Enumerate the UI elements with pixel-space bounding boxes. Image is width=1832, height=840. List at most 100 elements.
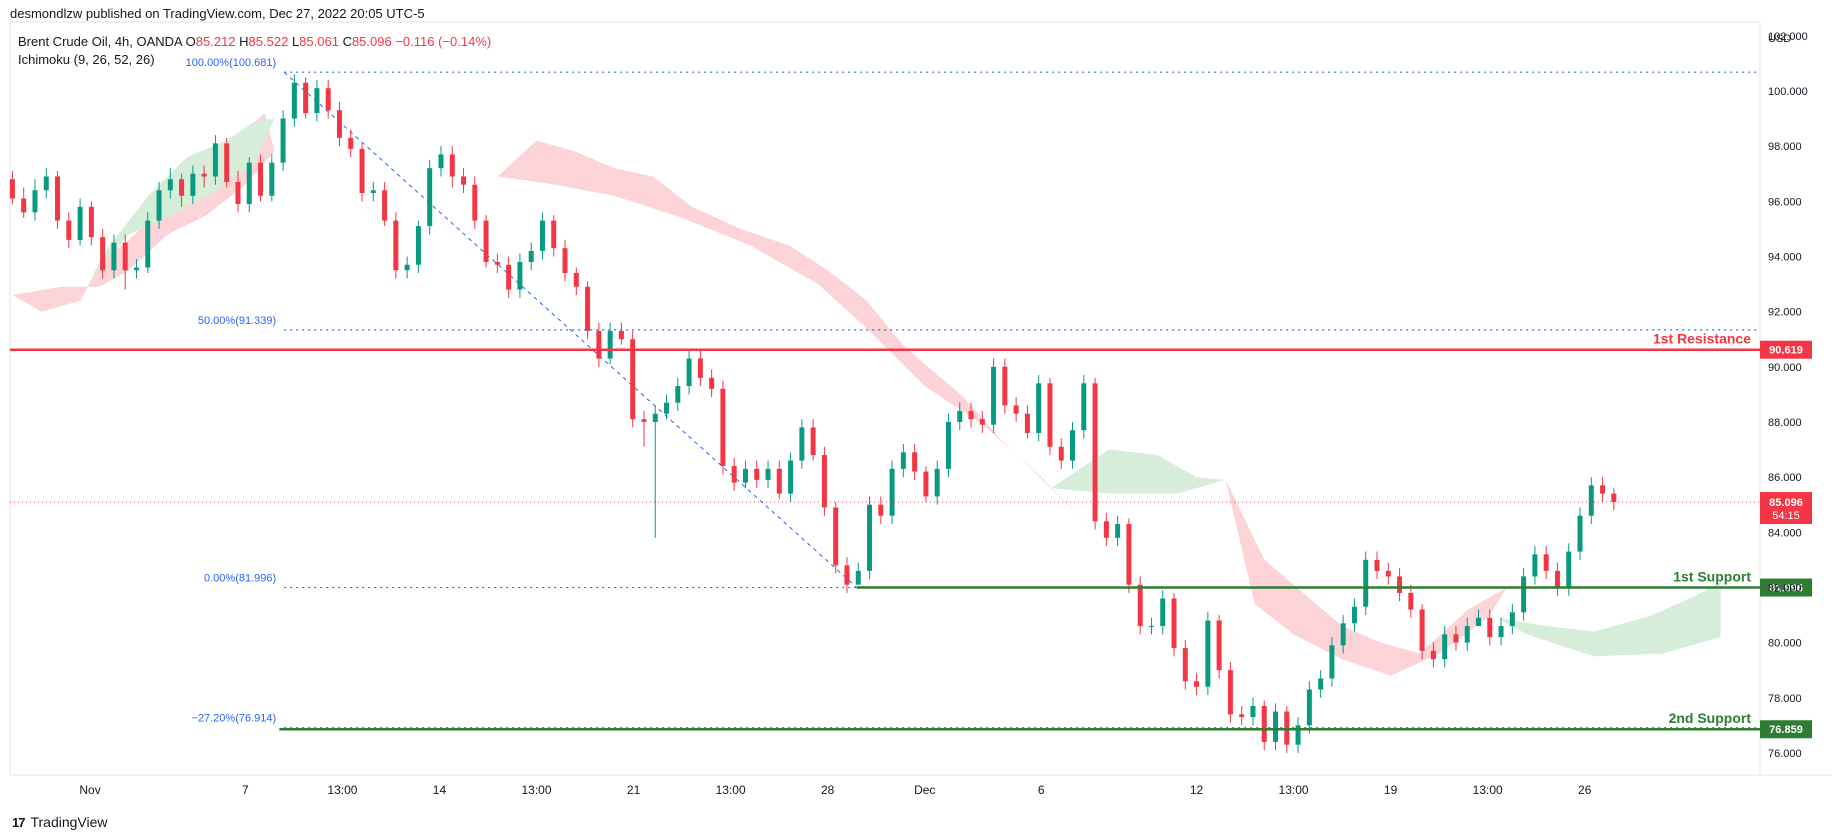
candle-body bbox=[348, 137, 354, 149]
support-resistance-levels[interactable]: 1st Resistance 90.619 1st Support 81.996 2nd… bbox=[10, 331, 1812, 739]
candle bbox=[968, 402, 974, 428]
candle bbox=[303, 77, 309, 119]
x-tick-label: 7 bbox=[242, 783, 249, 797]
candle-body bbox=[912, 452, 918, 472]
candle-body bbox=[1239, 714, 1245, 718]
cloud-bearish-segment bbox=[1225, 479, 1508, 676]
candle-body bbox=[833, 507, 839, 566]
last-price-label: 85.096 bbox=[1769, 497, 1803, 509]
ohlc-close: 85.096 bbox=[351, 34, 392, 49]
candle bbox=[55, 170, 61, 229]
candle-body bbox=[539, 220, 545, 251]
candle-body bbox=[1137, 584, 1143, 627]
candle bbox=[697, 350, 703, 387]
candle bbox=[1521, 568, 1527, 621]
candle bbox=[1250, 697, 1256, 726]
candle-body bbox=[370, 190, 376, 194]
candle-body bbox=[630, 339, 636, 420]
candle bbox=[224, 137, 230, 188]
indicator-legend[interactable]: Ichimoku (9, 26, 52, 26) bbox=[18, 52, 155, 67]
candle bbox=[1261, 700, 1267, 751]
candle-body bbox=[596, 330, 602, 359]
y-tick-label: 80.000 bbox=[1768, 638, 1802, 650]
candle bbox=[979, 410, 985, 433]
candle-body bbox=[235, 181, 241, 205]
candle bbox=[21, 187, 27, 218]
chart-frame bbox=[9, 21, 1832, 776]
candle bbox=[1374, 551, 1380, 580]
candle bbox=[900, 444, 906, 478]
candle-body bbox=[1351, 606, 1357, 624]
candle-body bbox=[945, 421, 951, 469]
candle-body bbox=[1261, 706, 1267, 742]
candle bbox=[912, 444, 918, 480]
candle bbox=[1340, 615, 1346, 654]
candle-body bbox=[664, 402, 670, 414]
candle-body bbox=[325, 88, 331, 111]
candle bbox=[1036, 375, 1042, 442]
candle-body bbox=[720, 388, 726, 467]
candle-body bbox=[1611, 493, 1617, 502]
publish-info: desmondlzw published on TradingView.com,… bbox=[10, 6, 425, 21]
candle-body bbox=[1363, 559, 1369, 607]
ohlc-open-label: O bbox=[185, 34, 196, 49]
x-tick-label: 13:00 bbox=[522, 783, 552, 797]
candle bbox=[821, 446, 827, 516]
candle-body bbox=[382, 190, 388, 221]
candlestick-series[interactable] bbox=[9, 74, 1617, 753]
candle bbox=[201, 165, 207, 188]
candle bbox=[934, 460, 940, 505]
candle-body bbox=[190, 173, 196, 196]
candle-body bbox=[1148, 626, 1154, 628]
candle bbox=[415, 220, 421, 273]
candle-body bbox=[1295, 725, 1301, 745]
candle-body bbox=[1397, 576, 1403, 593]
candle bbox=[1160, 590, 1166, 635]
candle-body bbox=[77, 206, 83, 240]
candle bbox=[258, 154, 264, 202]
y-tick-label: 84.000 bbox=[1768, 527, 1802, 539]
candle-body bbox=[438, 154, 444, 169]
y-tick-label: 88.000 bbox=[1768, 417, 1802, 429]
x-tick-label: 19 bbox=[1384, 783, 1398, 797]
candle-body bbox=[1036, 383, 1042, 433]
candle bbox=[1588, 477, 1594, 524]
candle-body bbox=[336, 110, 342, 138]
candle bbox=[235, 170, 241, 213]
cloud-bullish-segment bbox=[1050, 449, 1226, 494]
candle-body bbox=[889, 468, 895, 516]
candle bbox=[539, 212, 545, 260]
candle-body bbox=[359, 148, 365, 194]
candle-body bbox=[731, 466, 737, 483]
x-tick-label: 28 bbox=[821, 783, 835, 797]
candle-body bbox=[1543, 554, 1549, 571]
candle bbox=[1216, 615, 1222, 679]
candle-body bbox=[1498, 626, 1504, 638]
fibonacci-retracement[interactable]: 100.00%(100.681) 50.00%(91.339) 0.00%(81.9… bbox=[186, 57, 1757, 729]
candle-body bbox=[968, 410, 974, 420]
candle bbox=[472, 176, 478, 229]
candle bbox=[1543, 546, 1549, 580]
ohlc-open: 85.212 bbox=[195, 34, 236, 49]
candle-body bbox=[1532, 554, 1538, 577]
candle-body bbox=[1205, 620, 1211, 687]
ohlc-low: 85.061 bbox=[299, 34, 339, 49]
candle bbox=[1318, 670, 1324, 698]
candle bbox=[1351, 598, 1357, 632]
candle-body bbox=[483, 220, 489, 262]
candle bbox=[43, 168, 49, 199]
candle-body bbox=[145, 220, 151, 268]
candle bbox=[133, 259, 139, 279]
candle-body bbox=[55, 176, 61, 221]
candle bbox=[1058, 438, 1064, 469]
candle-body bbox=[686, 358, 692, 387]
x-tick-label: 13:00 bbox=[1473, 783, 1503, 797]
candle bbox=[269, 154, 275, 202]
candle bbox=[675, 377, 681, 411]
candle bbox=[404, 256, 410, 279]
ohlc-change: −0.116 (−0.14%) bbox=[395, 34, 492, 49]
candle-body bbox=[1385, 570, 1391, 577]
candle bbox=[1385, 562, 1391, 585]
candle-body bbox=[1318, 678, 1324, 690]
